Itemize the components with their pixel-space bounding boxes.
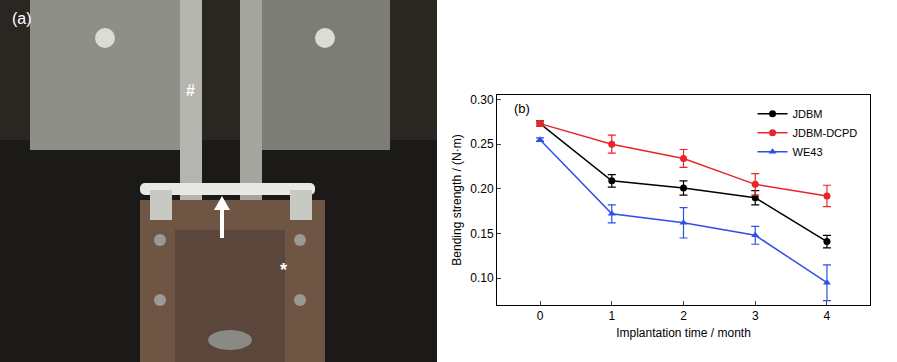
svg-text:Implantation time / month: Implantation time / month xyxy=(616,326,751,340)
svg-text:0.15: 0.15 xyxy=(470,227,494,241)
svg-text:2: 2 xyxy=(680,309,687,323)
svg-text:JDBM: JDBM xyxy=(793,108,823,120)
svg-text:(b): (b) xyxy=(514,101,530,116)
svg-text:0.20: 0.20 xyxy=(470,182,494,196)
svg-text:0.25: 0.25 xyxy=(470,137,494,151)
svg-text:0.10: 0.10 xyxy=(470,271,494,285)
svg-text:0: 0 xyxy=(537,309,544,323)
svg-text:Bending strength / (N·m): Bending strength / (N·m) xyxy=(450,134,464,265)
svg-text:(a): (a) xyxy=(12,10,32,27)
svg-text:4: 4 xyxy=(824,309,831,323)
svg-text:*: * xyxy=(280,260,287,280)
svg-text:3: 3 xyxy=(752,309,759,323)
svg-text:0.30: 0.30 xyxy=(470,93,494,107)
svg-text:WE43: WE43 xyxy=(793,146,823,158)
svg-text:JDBM-DCPD: JDBM-DCPD xyxy=(793,127,858,139)
svg-text:1: 1 xyxy=(608,309,615,323)
svg-text:#: # xyxy=(186,82,195,99)
